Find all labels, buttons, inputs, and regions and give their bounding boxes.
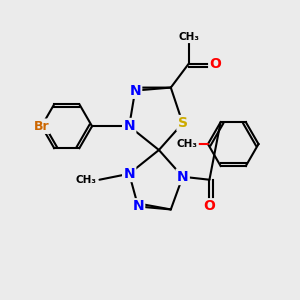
Text: N: N [123,167,135,181]
Text: Br: Br [34,120,49,133]
Text: O: O [209,57,221,71]
Text: O: O [203,200,215,214]
Text: O: O [178,137,190,151]
Text: N: N [129,84,141,98]
Text: CH₃: CH₃ [177,139,198,149]
Text: N: N [123,119,135,133]
Text: CH₃: CH₃ [76,175,97,185]
Text: S: S [178,116,188,130]
Text: N: N [132,200,144,214]
Text: CH₃: CH₃ [178,32,199,42]
Text: N: N [177,170,188,184]
